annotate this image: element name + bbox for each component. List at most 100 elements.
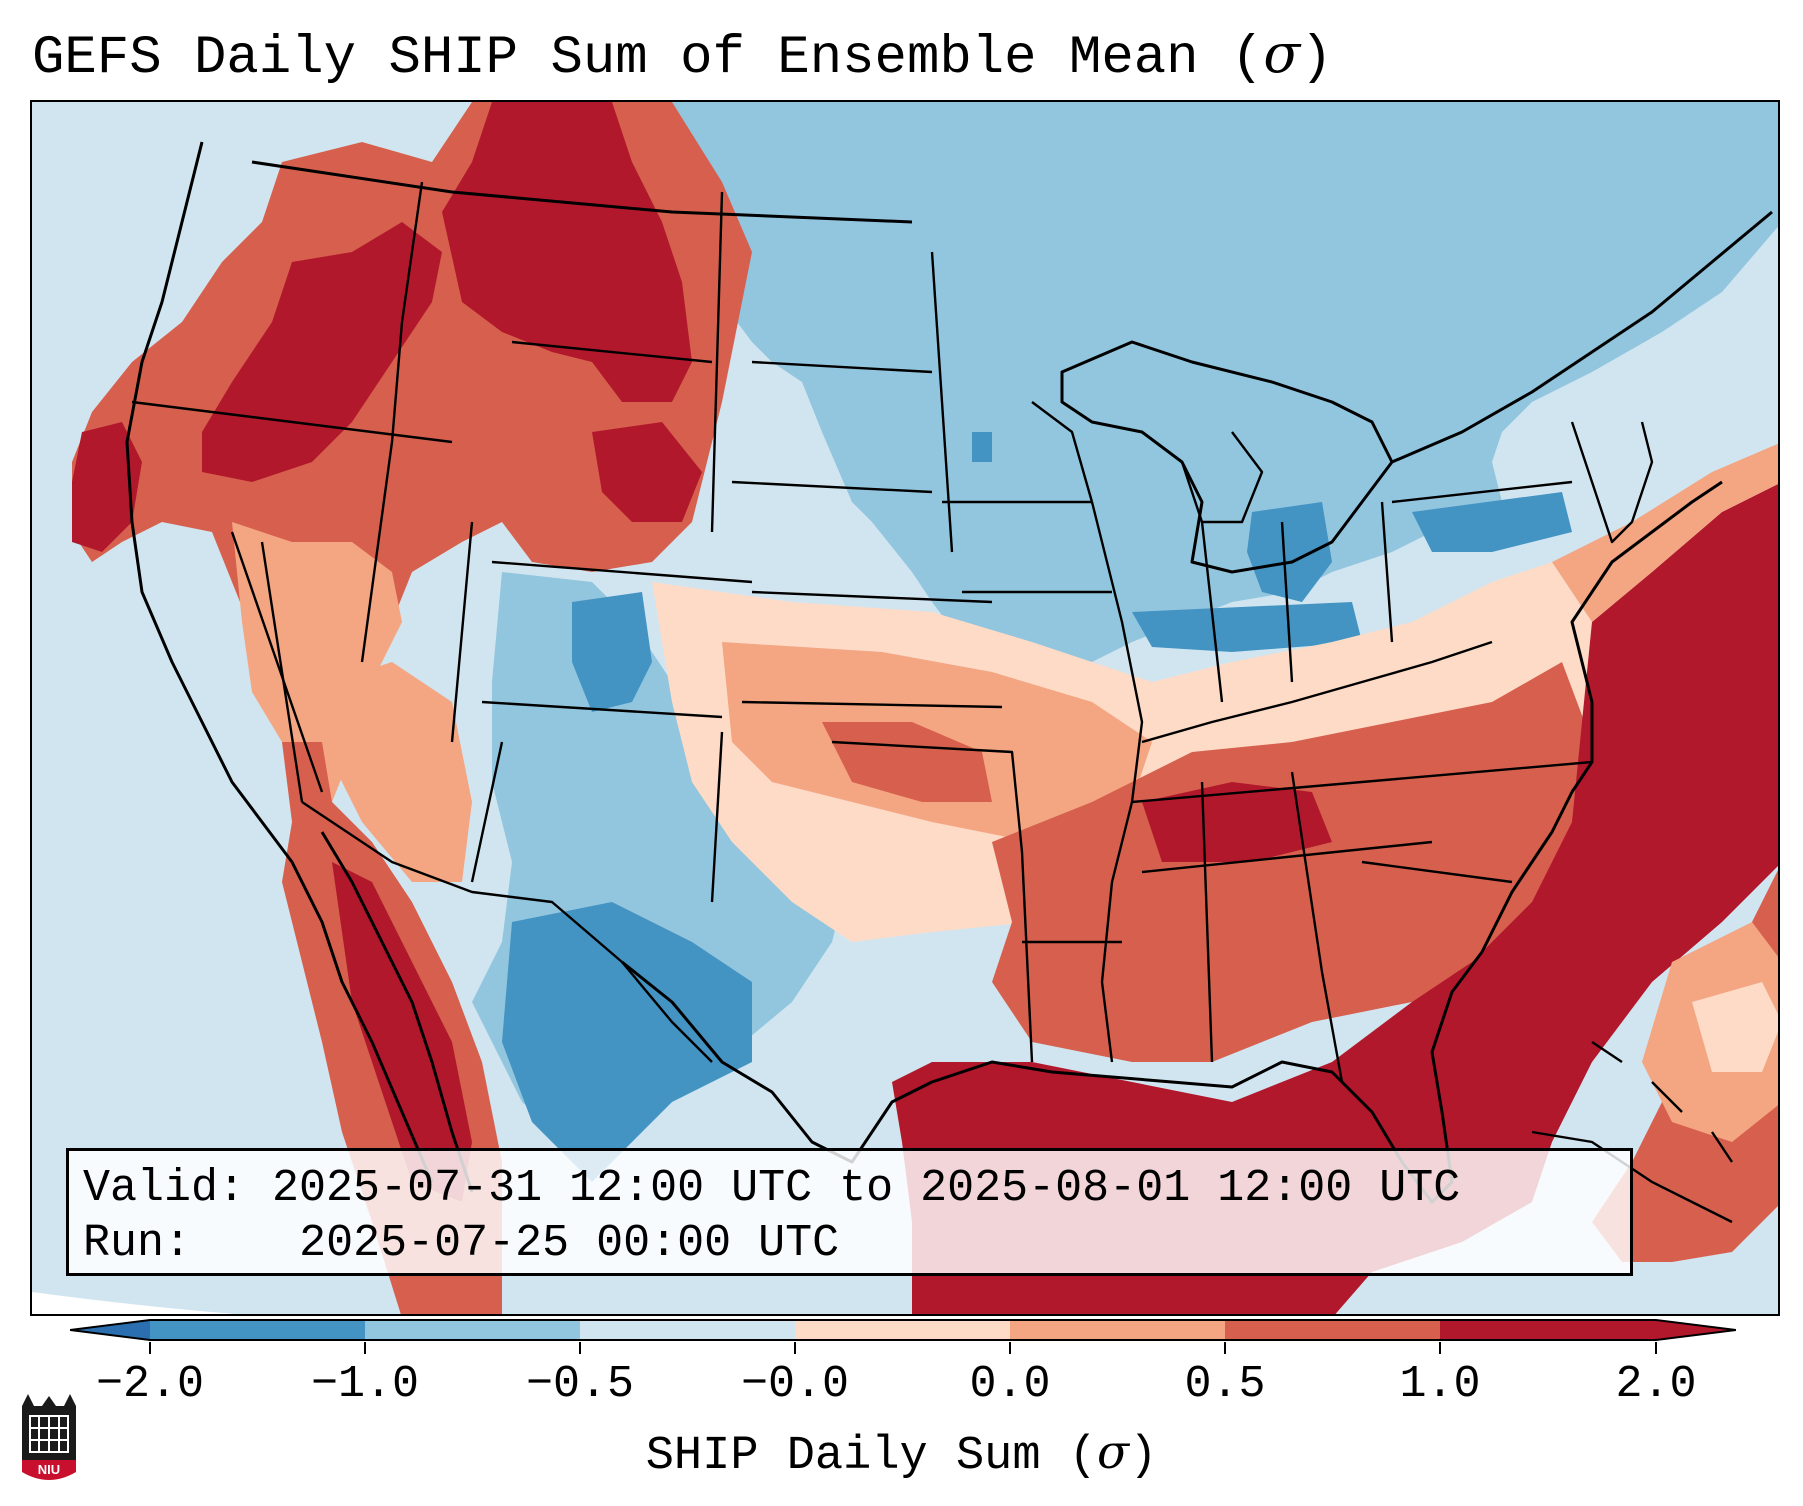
border-mn-wi	[1031, 401, 1094, 503]
cuba	[1531, 1130, 1733, 1224]
west-coastline	[125, 141, 434, 1183]
colorbar-tick-label: 1.0	[1399, 1359, 1481, 1410]
atlantic-coastline	[1480, 480, 1723, 953]
colorbar-tick-label: 0.5	[1184, 1359, 1266, 1410]
caribbean-islands	[1531, 1041, 1733, 1224]
field-tennessee-darkred	[1142, 782, 1332, 862]
field-great-basin-salmon	[232, 522, 402, 802]
border-dakota-mn	[930, 251, 954, 553]
colorbar-outline	[70, 1319, 1736, 1341]
colorbar-tick-label: 2.0	[1615, 1359, 1697, 1410]
field-montana-darkred	[442, 102, 692, 402]
border-ohio-river	[1141, 640, 1493, 744]
border-mt-dakota	[710, 191, 724, 533]
field-colorado-blue	[572, 592, 652, 712]
niu-logo-text: NIU	[38, 1462, 60, 1477]
border-ok-tx	[831, 740, 1024, 853]
bahamas	[1591, 1041, 1733, 1163]
valid-row: Valid: 2025-07-31 12:00 UTC to 2025-08-0…	[83, 1161, 1630, 1216]
colorbar-tick	[794, 1342, 796, 1354]
border-al-ga	[1290, 771, 1344, 1083]
field-wyoming-darkred	[592, 422, 702, 522]
valid-label: Valid:	[83, 1163, 246, 1214]
colorbar-tick	[1655, 1342, 1657, 1354]
colorbar-tick-label: 0.0	[969, 1359, 1051, 1410]
field-oregon-coast-darkred	[72, 422, 142, 552]
map-panel	[30, 100, 1780, 1316]
border-mx-us	[301, 801, 623, 963]
field-arizona-salmon	[332, 662, 472, 882]
border-wy-north	[511, 340, 713, 364]
colorbar-tick	[1224, 1342, 1226, 1354]
border-nv-ut	[260, 541, 304, 803]
colorbar-segment	[580, 1320, 795, 1340]
field-atlantic-darkred	[892, 484, 1778, 1314]
border-id-wy	[360, 181, 424, 663]
border-pa-ny	[1391, 480, 1573, 504]
field-baja-darkred	[332, 862, 472, 1202]
figure-title: GEFS Daily SHIP Sum of Ensemble Mean (σ)	[32, 22, 1333, 89]
border-ms-al	[1200, 781, 1214, 1063]
border-la-tx	[1020, 851, 1034, 1063]
great-lakes-outline	[1060, 340, 1394, 574]
border-ne-ks	[751, 590, 993, 604]
field-atlantic-light	[1692, 982, 1778, 1072]
border-dakotas	[751, 360, 933, 374]
field-south-red	[992, 662, 1592, 1062]
border-ca-nv	[230, 531, 324, 793]
border-tn-south	[1141, 840, 1433, 874]
valid-value: 2025-07-31 12:00 UTC to 2025-08-01 12:00…	[272, 1163, 1461, 1214]
colorbar-tick	[149, 1342, 151, 1354]
field-ohio-blue	[1132, 602, 1362, 652]
border-tx-rio	[621, 961, 713, 1063]
border-nm-tx	[710, 731, 724, 903]
colorbar-tick	[1439, 1342, 1441, 1354]
border-or-ca	[131, 400, 453, 444]
field-northeast-coast-salmon	[1552, 443, 1778, 622]
colorbar-segment	[1010, 1320, 1225, 1340]
coastlines	[125, 141, 1773, 1204]
border-tn-ky	[1131, 760, 1593, 804]
valid-run-info-box: Valid: 2025-07-31 12:00 UTC to 2025-08-0…	[66, 1148, 1633, 1276]
colorbar-right-extension	[1440, 1320, 1736, 1340]
st-lawrence	[1391, 210, 1773, 464]
map-field	[32, 102, 1778, 1314]
baja-coastline	[320, 831, 474, 1193]
colorbar-tick	[364, 1342, 366, 1354]
border-new-england	[1570, 421, 1654, 544]
run-label: Run:	[83, 1218, 192, 1269]
run-row: Run: 2025-07-25 00:00 UTC	[83, 1216, 1630, 1271]
colorbar-tick-label: −0.5	[525, 1359, 635, 1410]
niu-logo-icon: NIU	[22, 1394, 76, 1480]
state-borders	[131, 181, 1654, 1083]
field-pacific-edge	[32, 1292, 235, 1314]
field-canada-blue	[592, 102, 1778, 662]
field-texas-blue	[502, 902, 752, 1182]
border-in-oh	[1280, 521, 1294, 683]
field-northeast-blue	[1412, 492, 1572, 552]
border-ks-ok	[741, 700, 1003, 709]
colorbar-segment	[150, 1320, 365, 1340]
field-great-lakes-blue	[1247, 502, 1332, 602]
border-co-nm	[481, 700, 723, 719]
border-ut-co	[450, 521, 474, 743]
border-il-in	[1200, 521, 1224, 703]
colorbar	[70, 1319, 1736, 1341]
colorbar-tick-label: −0.0	[740, 1359, 850, 1410]
colorbar-tick	[579, 1342, 581, 1354]
border-wy-co	[491, 560, 753, 584]
border-nc-sc	[1361, 860, 1513, 884]
canada-border-west	[251, 160, 913, 224]
field-minnesota-blue	[972, 432, 992, 462]
field-kansas-red	[822, 722, 992, 802]
colorbar-tick-label: −2.0	[95, 1359, 205, 1410]
field-pnw-darkred	[202, 222, 442, 482]
run-value: 2025-07-25 00:00 UTC	[299, 1218, 840, 1269]
colorbar-tick-label: −1.0	[310, 1359, 420, 1410]
colorbar-segment	[365, 1320, 580, 1340]
border-az-nm	[470, 741, 504, 883]
colorbar-segment	[795, 1320, 1010, 1340]
colorbar-segment	[1225, 1320, 1440, 1340]
colorbar-left-extension	[70, 1320, 150, 1340]
border-michigan-lp	[1180, 431, 1264, 524]
